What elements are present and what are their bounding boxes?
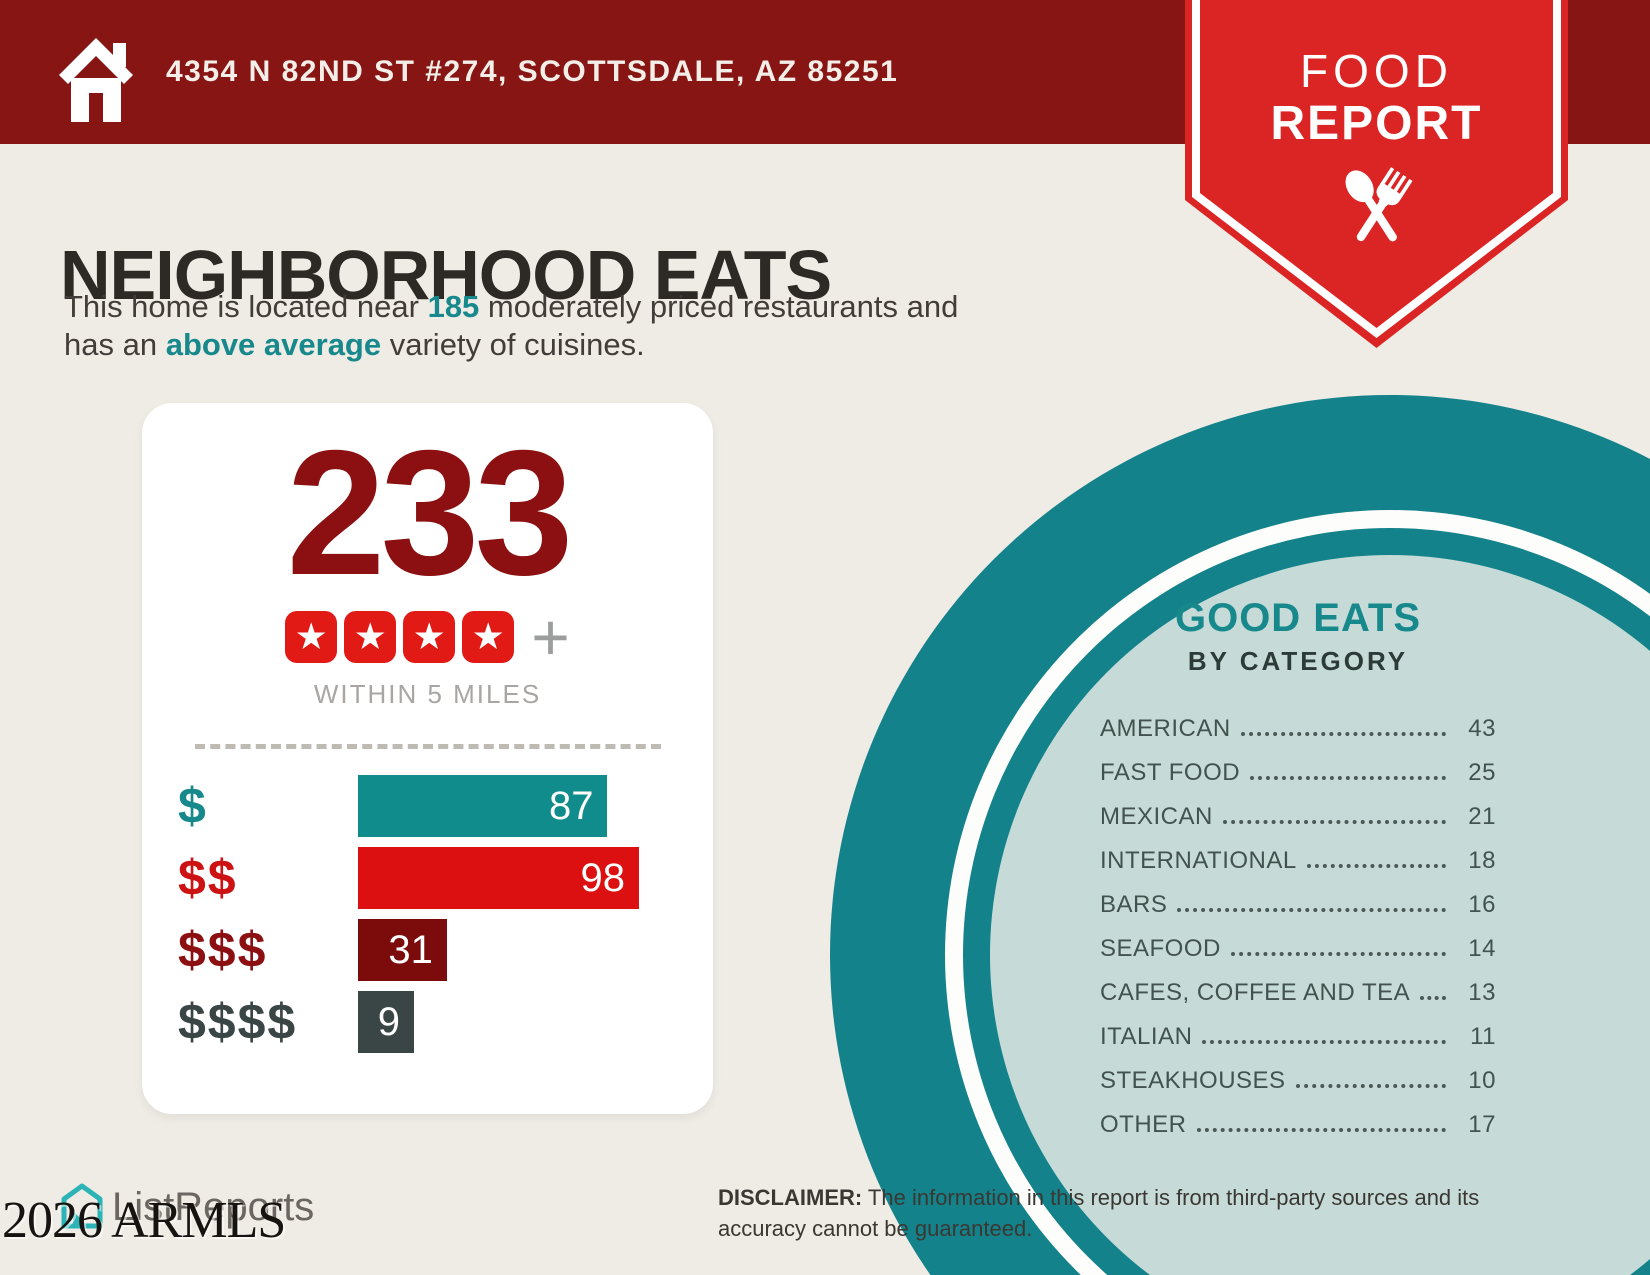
category-label: AMERICAN <box>1100 715 1231 742</box>
category-row-italian: ITALIAN 11 <box>1100 1024 1496 1050</box>
dotted-leader <box>1196 1128 1446 1132</box>
disclaimer-label: DISCLAIMER: <box>718 1185 863 1210</box>
category-row-mexican: MEXICAN 21 <box>1100 804 1496 830</box>
dotted-leader <box>1222 820 1446 824</box>
star-icon: ★ <box>403 611 456 663</box>
category-count: 18 <box>1468 847 1496 874</box>
armls-watermark: 2026 ARMLS <box>2 1192 286 1249</box>
intro-text-segment: moderately priced restaurants and <box>479 289 959 324</box>
plus-icon: + <box>531 600 570 674</box>
bar-row-price-3: $$$ 31 <box>178 919 713 981</box>
category-count: 11 <box>1470 1023 1496 1050</box>
star-rating: ★ ★ ★ ★ + <box>142 600 713 674</box>
category-row-steakhouses: STEAKHOUSES 10 <box>1100 1068 1496 1094</box>
category-count: 10 <box>1468 1067 1496 1094</box>
dotted-leader <box>1420 996 1446 1000</box>
dotted-leader <box>1230 952 1446 956</box>
bar-row-price-1: $ 87 <box>178 775 713 837</box>
disclaimer-line-1: DISCLAIMER: The information in this repo… <box>718 1182 1528 1213</box>
dotted-leader <box>1202 1040 1446 1044</box>
bar-value: 87 <box>548 783 594 828</box>
disclaimer-text: DISCLAIMER: The information in this repo… <box>718 1182 1528 1244</box>
category-label: BARS <box>1100 891 1168 918</box>
radius-label: WITHIN 5 MILES <box>313 679 542 709</box>
category-label: ITALIAN <box>1100 1023 1193 1050</box>
category-label: SEAFOOD <box>1100 935 1221 962</box>
home-icon <box>59 38 133 122</box>
bar-value: 9 <box>377 999 400 1044</box>
summary-card: 233 ★ ★ ★ ★ + WITHIN 5 MILES $ 87 $$ 98 $$$ … <box>142 403 713 1114</box>
ribbon-banner-shape <box>1185 0 1568 348</box>
star-icon: ★ <box>285 611 338 663</box>
total-restaurant-count: 233 <box>286 413 574 612</box>
variety-highlight: above average <box>165 327 382 362</box>
bar-price-4: 9 <box>358 991 414 1053</box>
bar-price-3: 31 <box>358 919 447 981</box>
intro-text-segment: has an <box>64 327 166 362</box>
page-title: NEIGHBORHOOD EATS <box>60 235 832 314</box>
dotted-leader <box>1177 908 1446 912</box>
ribbon-title-report: REPORT <box>1270 97 1483 150</box>
category-count: 21 <box>1468 803 1496 830</box>
category-label: MEXICAN <box>1100 803 1213 830</box>
category-count: 17 <box>1468 1111 1496 1138</box>
price-tier-label: $ <box>178 778 208 834</box>
intro-line-1: This home is located near 185 moderately… <box>64 288 958 326</box>
dotted-leader <box>1250 776 1446 780</box>
category-label: FAST FOOD <box>1100 759 1241 786</box>
intro-text: This home is located near 185 moderately… <box>64 288 958 364</box>
ribbon-title-food: FOOD <box>1300 45 1453 97</box>
star-icon: ★ <box>462 611 515 663</box>
bar-price-1: 87 <box>358 775 608 837</box>
price-tier-bar-chart: $ 87 $$ 98 $$$ 31 $$$$ 9 <box>142 775 713 1053</box>
bar-value: 98 <box>580 855 626 900</box>
bar-value: 31 <box>388 927 433 972</box>
category-count: 43 <box>1468 715 1496 742</box>
good-eats-title: GOOD EATS <box>1174 596 1422 640</box>
category-label: STEAKHOUSES <box>1100 1067 1286 1094</box>
category-row-international: INTERNATIONAL 18 <box>1100 848 1496 874</box>
category-row-bars: BARS 16 <box>1100 892 1496 918</box>
listreports-wordmark: ListReports <box>112 1185 315 1229</box>
good-eats-panel: GOOD EATS BY CATEGORY AMERICAN 43 FAST FO… <box>1100 596 1496 1156</box>
bar-row-price-2: $$ 98 <box>178 847 713 909</box>
category-label: CAFES, COFFEE AND TEA <box>1100 979 1411 1006</box>
restaurant-count-highlight: 185 <box>427 289 480 324</box>
category-row-american: AMERICAN 43 <box>1100 716 1496 742</box>
intro-text-segment: This home is located near <box>64 289 428 324</box>
dotted-leader <box>1240 732 1446 736</box>
disclaimer-line-2: accuracy cannot be guaranteed. <box>718 1216 1033 1241</box>
category-list: AMERICAN 43 FAST FOOD 25 MEXICAN 21 INTERNA… <box>1100 716 1496 1138</box>
dotted-leader <box>1306 864 1446 868</box>
category-row-other: OTHER 17 <box>1100 1112 1496 1138</box>
price-tier-label: $$$$ <box>178 994 298 1050</box>
price-tier-label: $$$ <box>178 922 268 978</box>
category-label: OTHER <box>1100 1111 1187 1138</box>
category-label: INTERNATIONAL <box>1100 847 1297 874</box>
intro-line-2: has an above average variety of cuisines… <box>64 326 958 364</box>
listreports-logo: ListReports <box>60 1182 314 1230</box>
crossed-spoon-fork-icon <box>1345 167 1412 242</box>
dashed-divider <box>194 744 661 749</box>
dotted-leader <box>1295 1084 1446 1088</box>
listreports-house-icon <box>61 1183 103 1229</box>
bar-row-price-4: $$$$ 9 <box>178 991 713 1053</box>
price-tier-label: $$ <box>178 850 238 906</box>
food-report-ribbon: FOOD REPORT <box>1185 0 1568 352</box>
category-row-fast-food: FAST FOOD 25 <box>1100 760 1496 786</box>
intro-text-segment: variety of cuisines. <box>381 327 645 362</box>
category-row-cafes: CAFES, COFFEE AND TEA 13 <box>1100 980 1496 1006</box>
property-address: 4354 N 82ND ST #274, SCOTTSDALE, AZ 8525… <box>166 55 899 88</box>
disclaimer-segment: The information in this report is from t… <box>862 1185 1480 1210</box>
category-count: 13 <box>1468 979 1496 1006</box>
bar-price-2: 98 <box>358 847 639 909</box>
category-count: 25 <box>1468 759 1496 786</box>
category-row-seafood: SEAFOOD 14 <box>1100 936 1496 962</box>
category-count: 16 <box>1468 891 1496 918</box>
star-icon: ★ <box>344 611 397 663</box>
good-eats-subtitle: BY CATEGORY <box>1187 646 1409 676</box>
category-count: 14 <box>1468 935 1496 962</box>
